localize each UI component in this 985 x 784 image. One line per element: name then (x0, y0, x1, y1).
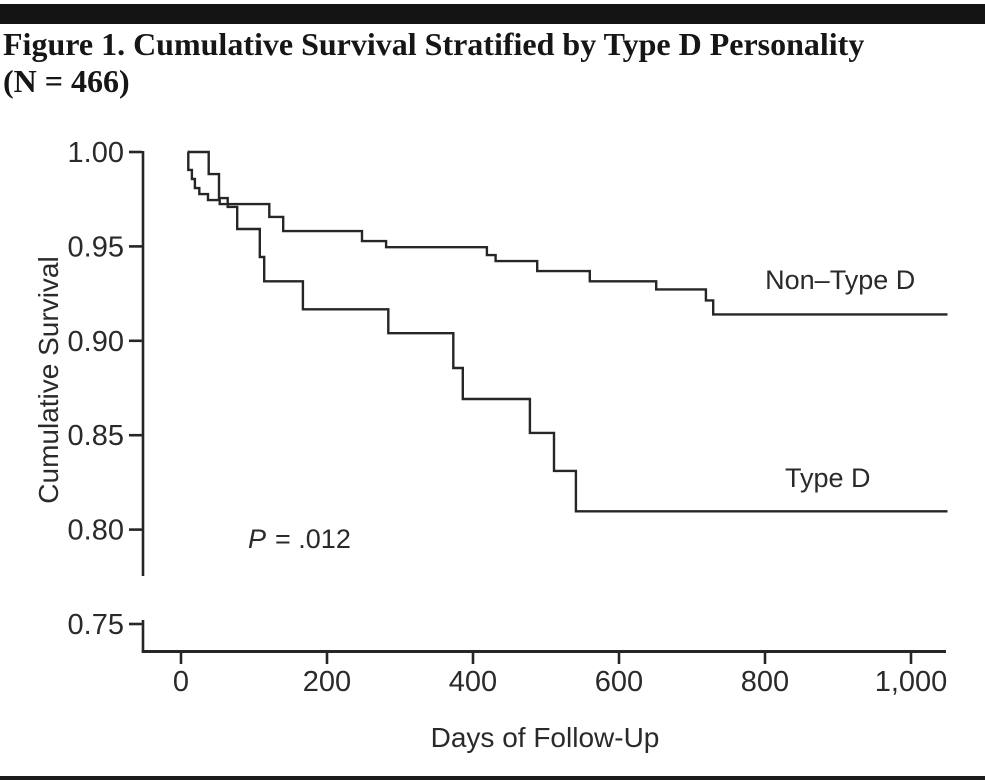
top-rule-bar (0, 4, 985, 24)
series-labels: Non–Type D Type D (765, 265, 915, 493)
x-axis-title: Days of Follow-Up (431, 722, 660, 753)
figure-title-line2: (N = 466) (3, 63, 130, 100)
p-value-annotation: P = .012 (248, 524, 351, 554)
curves (187, 150, 948, 513)
y-tick-label: 1.00 (68, 137, 124, 169)
x-tick-label: 200 (303, 666, 351, 698)
series-label-non-type-d: Non–Type D (765, 265, 915, 295)
bottom-rule-bar (0, 776, 985, 780)
y-tick-label: 0.80 (68, 515, 124, 547)
x-tick-label: 600 (595, 666, 643, 698)
p-symbol: P (248, 524, 266, 554)
y-tick-label: 0.75 (68, 609, 124, 641)
x-tick-label: 1,000 (875, 666, 948, 698)
p-value-text: = .012 (275, 524, 351, 554)
x-tick-label: 800 (741, 666, 789, 698)
figure-title: Figure 1. Cumulative Survival Stratified… (3, 26, 864, 100)
series-label-type-d: Type D (785, 463, 871, 493)
y-tick-label: 0.95 (68, 231, 124, 263)
y-tick-label: 0.85 (68, 420, 124, 452)
axes (141, 151, 946, 653)
y-axis-title: Cumulative Survival (33, 256, 64, 503)
x-tick-label: 400 (449, 666, 497, 698)
figure-title-line1: Figure 1. Cumulative Survival Stratified… (3, 26, 865, 62)
curve-non-type-d (187, 150, 948, 316)
curve-type-d (187, 150, 948, 513)
ticks: 1.00 0.95 0.90 0.85 0.80 0.75 0 200 400 600 800 1,0… (68, 137, 948, 698)
x-tick-label: 0 (173, 666, 189, 698)
y-tick-label: 0.90 (68, 326, 124, 358)
